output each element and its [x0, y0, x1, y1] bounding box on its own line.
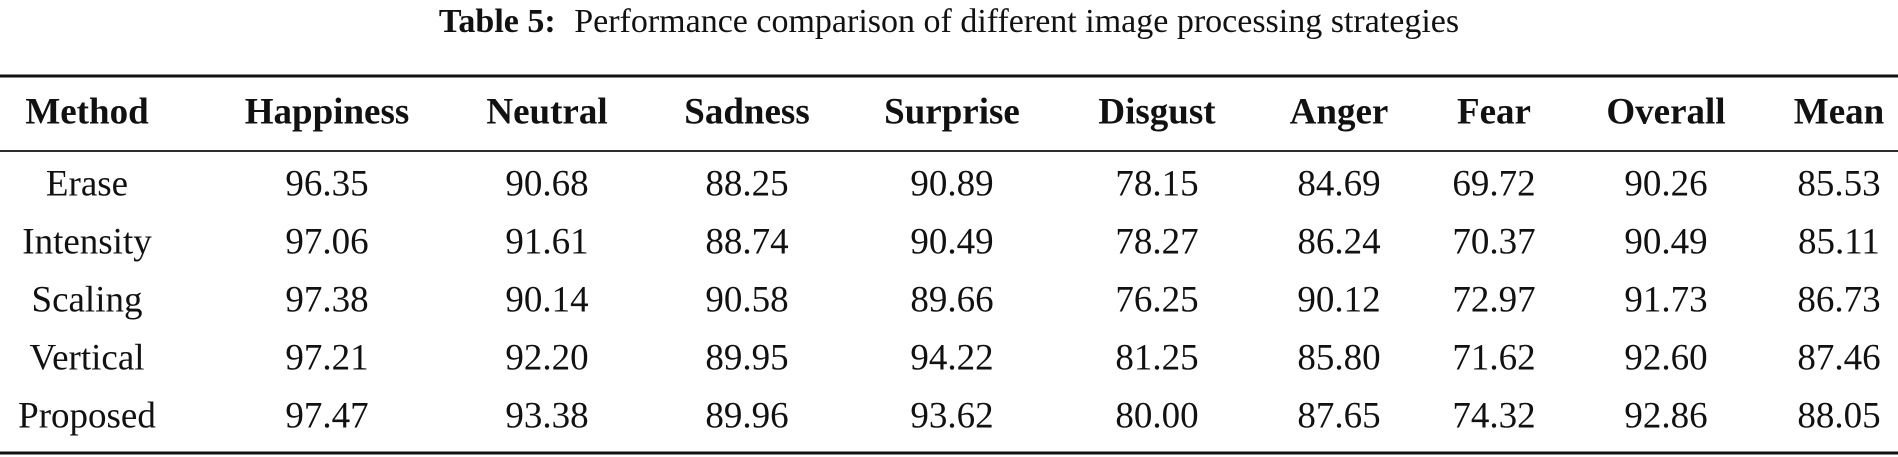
cell: 85.11: [1798, 221, 1880, 262]
cell: 90.89: [910, 163, 993, 204]
header-cell: Overall: [1606, 91, 1725, 132]
cell: 70.37: [1452, 221, 1535, 262]
cell: 92.20: [505, 337, 588, 378]
cell: 88.05: [1797, 395, 1880, 436]
cell: 81.25: [1115, 337, 1198, 378]
cell: 91.61: [505, 221, 588, 262]
cell: 90.14: [505, 279, 588, 320]
caption-text: Performance comparison of different imag…: [574, 3, 1459, 40]
caption-label: Table 5:: [439, 3, 556, 40]
caption: Table 5: Performance comparison of diffe…: [439, 3, 1459, 40]
cell: 78.15: [1115, 163, 1198, 204]
cell: 90.26: [1624, 163, 1707, 204]
cell: 87.65: [1297, 395, 1380, 436]
cell: 74.32: [1452, 395, 1535, 436]
cell: 89.66: [910, 279, 993, 320]
cell: 96.35: [285, 163, 368, 204]
header-cell: Fear: [1457, 91, 1531, 132]
cell: 72.97: [1452, 279, 1535, 320]
cell: 97.47: [285, 395, 368, 436]
cell: 87.46: [1797, 337, 1880, 378]
cell: 86.24: [1297, 221, 1380, 262]
cell: 91.73: [1624, 279, 1707, 320]
cell: 69.72: [1452, 163, 1535, 204]
row-label: Intensity: [22, 221, 152, 262]
header-cell: Sadness: [684, 91, 809, 132]
header-cell: Disgust: [1098, 91, 1216, 132]
header-cell: Neutral: [486, 91, 607, 132]
cell: 88.25: [705, 163, 788, 204]
cell: 90.12: [1297, 279, 1380, 320]
cell: 71.62: [1452, 337, 1535, 378]
cell: 76.25: [1115, 279, 1198, 320]
cell: 92.86: [1624, 395, 1707, 436]
cell: 93.38: [505, 395, 588, 436]
cell: 80.00: [1115, 395, 1198, 436]
cell: 90.49: [1624, 221, 1707, 262]
cell: 93.62: [910, 395, 993, 436]
cell: 94.22: [910, 337, 993, 378]
cell: 97.21: [285, 337, 368, 378]
cell: 97.38: [285, 279, 368, 320]
cell: 90.58: [705, 279, 788, 320]
cell: 85.80: [1297, 337, 1380, 378]
cell: 89.96: [705, 395, 788, 436]
header-cell: Happiness: [245, 91, 410, 132]
row-label: Scaling: [32, 279, 143, 320]
cell: 89.95: [705, 337, 788, 378]
row-label: Proposed: [18, 395, 156, 436]
cell: 92.60: [1624, 337, 1707, 378]
row-label: Erase: [46, 163, 128, 204]
cell: 97.06: [285, 221, 368, 262]
cell: 78.27: [1115, 221, 1198, 262]
cell: 85.53: [1797, 163, 1880, 204]
cell: 86.73: [1797, 279, 1880, 320]
cell: 90.68: [505, 163, 588, 204]
header-cell: Method: [25, 91, 149, 132]
header-cell: Mean: [1794, 91, 1885, 132]
row-label: Vertical: [29, 337, 144, 378]
header-cell: Anger: [1290, 91, 1389, 132]
header-cell: Surprise: [884, 91, 1020, 132]
cell: 84.69: [1297, 163, 1380, 204]
cell: 90.49: [910, 221, 993, 262]
cell: 88.74: [705, 221, 788, 262]
